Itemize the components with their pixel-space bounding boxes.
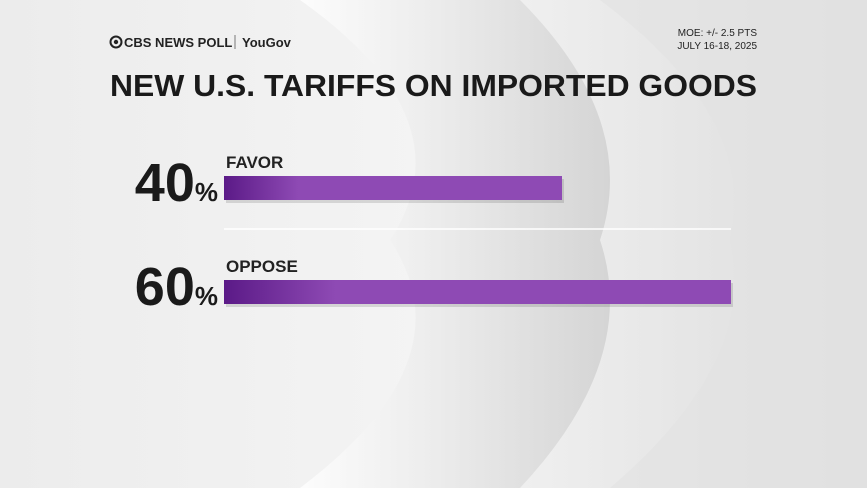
bar (224, 176, 562, 200)
source: CBS NEWS POLL (124, 35, 232, 50)
dates: JULY 16-18, 2025 (677, 41, 757, 52)
bar (224, 280, 731, 304)
swoosh (300, 0, 610, 488)
chart-title: NEW U.S. TARIFFS ON IMPORTED GOODS (110, 68, 757, 103)
swoosh (600, 0, 867, 488)
value-unit: % (195, 177, 218, 207)
moe: MOE: +/- 2.5 PTS (678, 28, 758, 39)
partner: YouGov (242, 35, 292, 50)
value-number: 40 (135, 153, 195, 213)
value-number: 60 (135, 257, 195, 317)
value-label: 40% (135, 153, 218, 213)
category-label: OPPOSE (226, 257, 298, 276)
logo (109, 35, 123, 49)
category-label: FAVOR (226, 153, 283, 172)
value-unit: % (195, 281, 218, 311)
value-label: 60% (135, 257, 218, 317)
